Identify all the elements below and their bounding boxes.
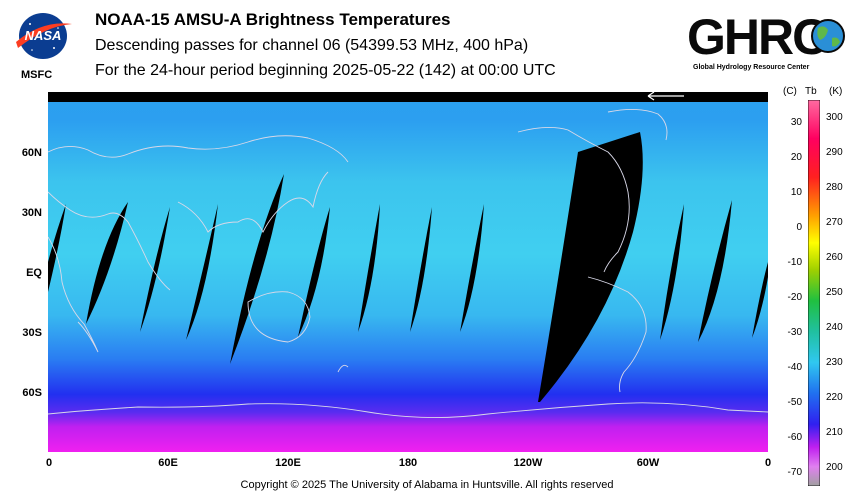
colorbar-kelvin-tick: 230 [826, 357, 843, 369]
nasa-logo: NASA [16, 13, 72, 59]
swath-gap [410, 207, 432, 332]
swath-gap [358, 204, 380, 332]
lon-label-0-right: 0 [764, 457, 772, 469]
australia-coast [247, 291, 311, 343]
lat-label-30s: 30S [22, 327, 42, 339]
swath-gap [698, 200, 732, 342]
colorbar-header-k: (K) [829, 86, 843, 97]
swath-gap [48, 204, 66, 292]
swath-gaps [48, 132, 768, 402]
globe-icon [811, 19, 845, 53]
lat-label-eq: EQ [26, 267, 42, 279]
lon-label-180: 180 [398, 457, 418, 469]
colorbar-kelvin-tick: 260 [826, 251, 843, 263]
north-america-coast [517, 127, 630, 273]
swath-gap [230, 174, 284, 364]
nasa-logo-text: NASA [25, 28, 62, 43]
map-subtitle: Descending passes for channel 06 (54399.… [95, 37, 529, 54]
lon-label-0: 0 [45, 457, 53, 469]
colorbar-kelvin-tick: 240 [826, 322, 843, 334]
lon-label-60w: 60W [636, 457, 660, 469]
swath-gap [538, 132, 643, 402]
colorbar-kelvin-tick: 220 [826, 392, 843, 404]
swath-gap [752, 262, 768, 338]
lon-label-120e: 120E [275, 457, 301, 469]
temperature-field [48, 92, 768, 452]
colorbar-kelvin-tick: 290 [826, 146, 843, 158]
colorbar-celsius-tick: 20 [790, 151, 802, 163]
colorbar-header-tb: Tb [805, 86, 817, 97]
colorbar-kelvin-tick: 280 [826, 181, 843, 193]
colorbar-celsius-tick: 0 [796, 221, 802, 233]
colorbar-header-c: (C) [783, 86, 797, 97]
msfc-label: MSFC [21, 69, 53, 81]
colorbar-celsius-tick: -20 [787, 292, 802, 303]
new-zealand-coast [337, 364, 349, 373]
north-pole-gap [48, 92, 768, 102]
colorbar-kelvin-tick: 200 [826, 462, 843, 474]
time-period: For the 24-hour period beginning 2025-05… [95, 62, 556, 79]
copyright-notice: Copyright © 2025 The University of Alaba… [240, 479, 614, 491]
colorbar-celsius-tick: -40 [787, 362, 802, 374]
ghrc-subtitle: Global Hydrology Resource Center [693, 64, 810, 71]
antarctica-coast [48, 402, 768, 419]
swath-gap [86, 202, 128, 324]
colorbar-celsius-tick: 30 [790, 116, 802, 128]
colorbar-kelvin-tick: 210 [826, 427, 843, 439]
south-america-coast [587, 276, 647, 393]
swath-gap [140, 207, 170, 332]
africa-coast [48, 236, 99, 353]
colorbar-celsius-tick: -30 [787, 327, 802, 339]
lon-label-60e: 60E [158, 457, 178, 469]
lat-label-60n: 60N [21, 147, 42, 159]
greenland-coast [607, 109, 668, 141]
colorbar-celsius-tick: -10 [787, 256, 802, 268]
ghrc-logo-text: GHRC [687, 9, 828, 65]
colorbar-kelvin-tick: 300 [826, 111, 843, 123]
colorbar [808, 100, 820, 486]
colorbar-celsius-tick: -50 [787, 397, 802, 409]
brightness-temperature-map [48, 92, 768, 452]
asia-coast [177, 171, 329, 234]
eurasia-north-coast [48, 135, 349, 163]
africa-arabia-coast [48, 191, 171, 291]
orbit-direction-arrow-icon [647, 92, 684, 101]
colorbar-celsius-tick: -70 [787, 467, 802, 479]
colorbar-gradient [808, 100, 820, 486]
swath-gap [660, 204, 684, 340]
lon-label-120w: 120W [513, 457, 543, 469]
lat-label-60s: 60S [22, 387, 42, 399]
colorbar-kelvin-tick: 250 [826, 287, 843, 298]
map-title: NOAA-15 AMSU-A Brightness Temperatures [95, 10, 451, 29]
coastlines [48, 109, 768, 419]
colorbar-kelvin-tick: 270 [826, 216, 843, 228]
swath-gap [460, 204, 484, 332]
colorbar-celsius-tick: -60 [787, 432, 802, 444]
colorbar-celsius-tick: 10 [790, 186, 802, 198]
lat-label-30n: 30N [21, 207, 42, 219]
